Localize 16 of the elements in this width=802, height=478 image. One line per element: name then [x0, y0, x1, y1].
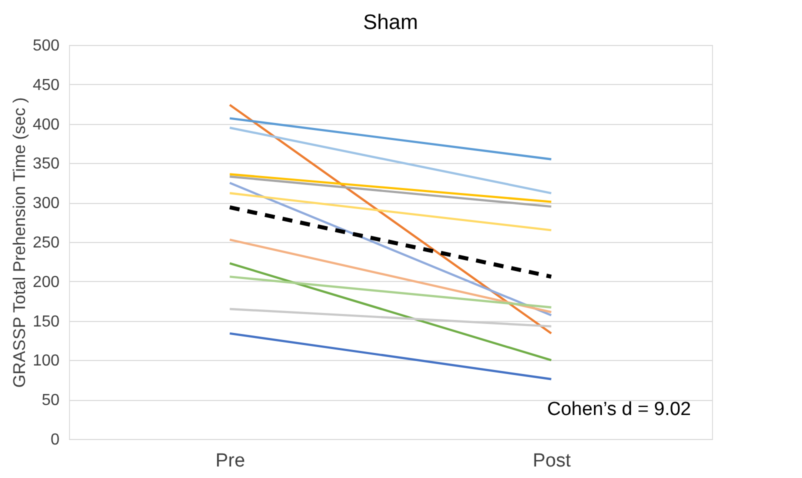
y-tick-label: 250 [32, 234, 60, 252]
y-tick-label: 350 [32, 156, 60, 173]
y-tick-label: 100 [32, 352, 60, 370]
chart-title: Sham [363, 11, 418, 34]
y-axis-title: GRASSP Total Prehension Time (sec ) [10, 97, 29, 388]
y-tick-label: 450 [32, 76, 60, 94]
annotation: Cohen’s d = 9.02 [547, 399, 691, 420]
y-tick-label: 400 [32, 116, 60, 134]
y-tick-label: 150 [32, 313, 60, 330]
x-tick-label: Post [532, 450, 572, 472]
y-tick-label: 0 [50, 432, 60, 448]
y-tick-label: 50 [42, 392, 60, 410]
x-tick-label: Pre [215, 450, 246, 472]
y-tick-label: 500 [32, 38, 60, 54]
y-tick-label: 300 [32, 195, 60, 212]
y-tick-label: 200 [32, 274, 60, 291]
